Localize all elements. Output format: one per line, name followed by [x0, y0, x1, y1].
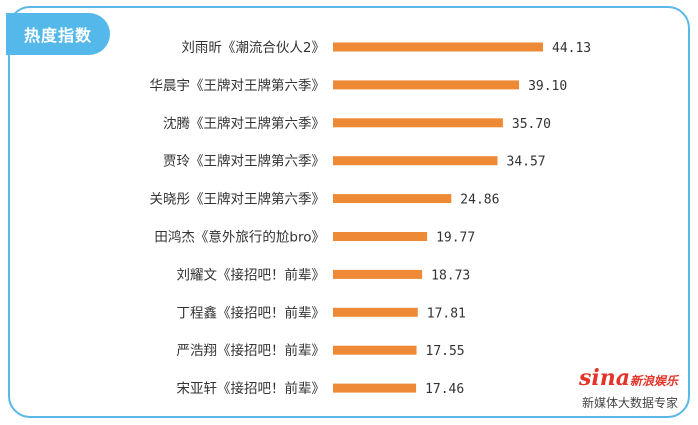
value-label: 18.73 — [431, 268, 470, 283]
value-label: 39.10 — [528, 79, 567, 94]
chart-frame — [8, 6, 690, 418]
bar — [333, 269, 423, 279]
value-label: 35.70 — [512, 117, 551, 132]
value-label: 24.86 — [460, 193, 499, 208]
value-label: 17.46 — [425, 382, 464, 397]
category-label: 丁程鑫《接招吧！前辈》 — [177, 304, 326, 321]
category-label: 刘雨昕《潮流合伙人2》 — [181, 40, 325, 56]
category-label: 田鸿杰《意外旅行的尬bro》 — [154, 229, 325, 246]
value-label: 19.77 — [436, 231, 475, 246]
bar — [333, 345, 417, 355]
bar — [333, 156, 498, 166]
value-label: 44.13 — [552, 41, 591, 56]
category-label: 严浩翔《接招吧！前辈》 — [177, 342, 326, 359]
category-label: 刘耀文《接招吧！前辈》 — [177, 266, 326, 283]
watermark-caption: 新媒体大数据专家 — [581, 396, 678, 410]
value-label: 17.55 — [426, 344, 465, 359]
sina-watermark: sina新浪娱乐 新媒体大数据专家 — [579, 367, 678, 411]
bar — [333, 232, 428, 241]
chart-title-badge: 热度指数 — [6, 13, 110, 55]
sina-logo: sina新浪娱乐 — [578, 365, 678, 391]
category-label: 宋亚轩《接招吧！前辈》 — [177, 380, 326, 397]
category-label: 贾玲《王牌对王牌第六季》 — [163, 153, 325, 170]
bar — [333, 80, 520, 90]
value-label: 34.57 — [507, 155, 546, 170]
category-label: 关晓彤《王牌对王牌第六季》 — [150, 191, 326, 208]
value-label: 17.81 — [427, 306, 466, 321]
bar — [333, 307, 418, 317]
category-label: 华晨宇《王牌对王牌第六季》 — [150, 77, 326, 94]
bar — [333, 118, 503, 128]
bar — [333, 383, 417, 393]
bar — [333, 194, 452, 204]
category-label: 沈腾《王牌对王牌第六季》 — [163, 115, 325, 132]
bar — [333, 42, 543, 52]
